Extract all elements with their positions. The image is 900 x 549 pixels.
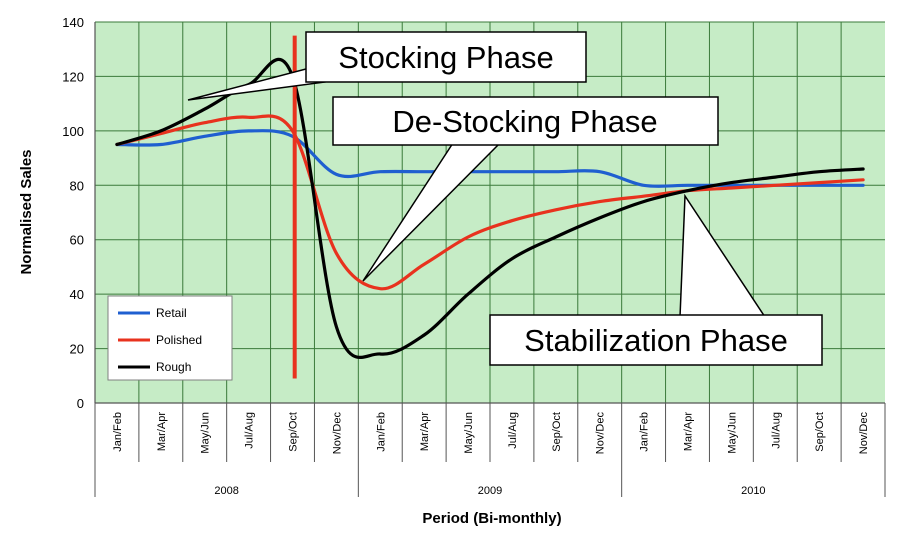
year-label: 2008 bbox=[214, 485, 238, 497]
x-tick-label: Mar/Apr bbox=[419, 412, 431, 451]
callout-destocking-label: De-Stocking Phase bbox=[392, 104, 657, 139]
y-tick-label: 60 bbox=[70, 233, 84, 248]
x-tick-label: Jul/Aug bbox=[507, 412, 519, 449]
x-tick-label: Sep/Oct bbox=[551, 412, 563, 452]
x-tick-label: Jul/Aug bbox=[244, 412, 256, 449]
callout-stocking: Stocking Phase bbox=[187, 31, 587, 101]
callout-destocking-box bbox=[332, 96, 719, 146]
legend-label-rough: Rough bbox=[156, 360, 191, 374]
callout-stabilization-label: Stabilization Phase bbox=[524, 323, 788, 358]
x-tick-label: Sep/Oct bbox=[288, 412, 300, 452]
callout-stocking-box bbox=[305, 31, 587, 83]
x-tick-label: Mar/Apr bbox=[156, 412, 168, 451]
x-tick-label: Jul/Aug bbox=[770, 412, 782, 449]
x-tick-label: May/Jun bbox=[200, 412, 212, 454]
year-label: 2009 bbox=[478, 485, 502, 497]
x-tick-label: Nov/Dec bbox=[331, 412, 343, 455]
legend-label-polished: Polished bbox=[156, 333, 202, 347]
y-tick-label: 120 bbox=[62, 69, 84, 84]
y-axis-title: Normalised Sales bbox=[18, 149, 35, 274]
x-tick-label: May/Jun bbox=[726, 412, 738, 454]
y-tick-label: 100 bbox=[62, 124, 84, 139]
x-tick-label: Jan/Feb bbox=[112, 412, 124, 452]
legend: Retail Polished Rough bbox=[107, 295, 233, 381]
y-tick-label: 0 bbox=[77, 396, 84, 411]
y-tick-label: 40 bbox=[70, 287, 84, 302]
x-tick-label: Sep/Oct bbox=[814, 412, 826, 452]
callout-stocking-label: Stocking Phase bbox=[338, 40, 553, 75]
x-tick-label: Jan/Feb bbox=[375, 412, 387, 452]
x-tick-label: Jan/Feb bbox=[639, 412, 651, 452]
x-tick-label: Nov/Dec bbox=[595, 412, 607, 455]
y-tick-label: 20 bbox=[70, 342, 84, 357]
y-tick-label: 140 bbox=[62, 15, 84, 30]
x-axis-ticks: Jan/Feb Mar/Apr May/Jun Jul/Aug Sep/Oct Nov/D… bbox=[94, 403, 886, 497]
x-tick-label: Mar/Apr bbox=[683, 412, 695, 451]
x-tick-label: May/Jun bbox=[463, 412, 475, 454]
x-axis-title: Period (Bi-monthly) bbox=[422, 510, 561, 527]
series-line-polished bbox=[115, 114, 865, 291]
callout-stabilization-box bbox=[489, 314, 823, 366]
series-line-retail bbox=[115, 129, 865, 188]
callout-destocking: De-Stocking Phase bbox=[332, 96, 719, 282]
legend-label-retail: Retail bbox=[156, 306, 187, 320]
y-tick-label: 80 bbox=[70, 178, 84, 193]
callout-stabilization: Stabilization Phase bbox=[489, 193, 823, 366]
x-tick-label: Nov/Dec bbox=[858, 412, 870, 455]
year-label: 2010 bbox=[741, 485, 765, 497]
